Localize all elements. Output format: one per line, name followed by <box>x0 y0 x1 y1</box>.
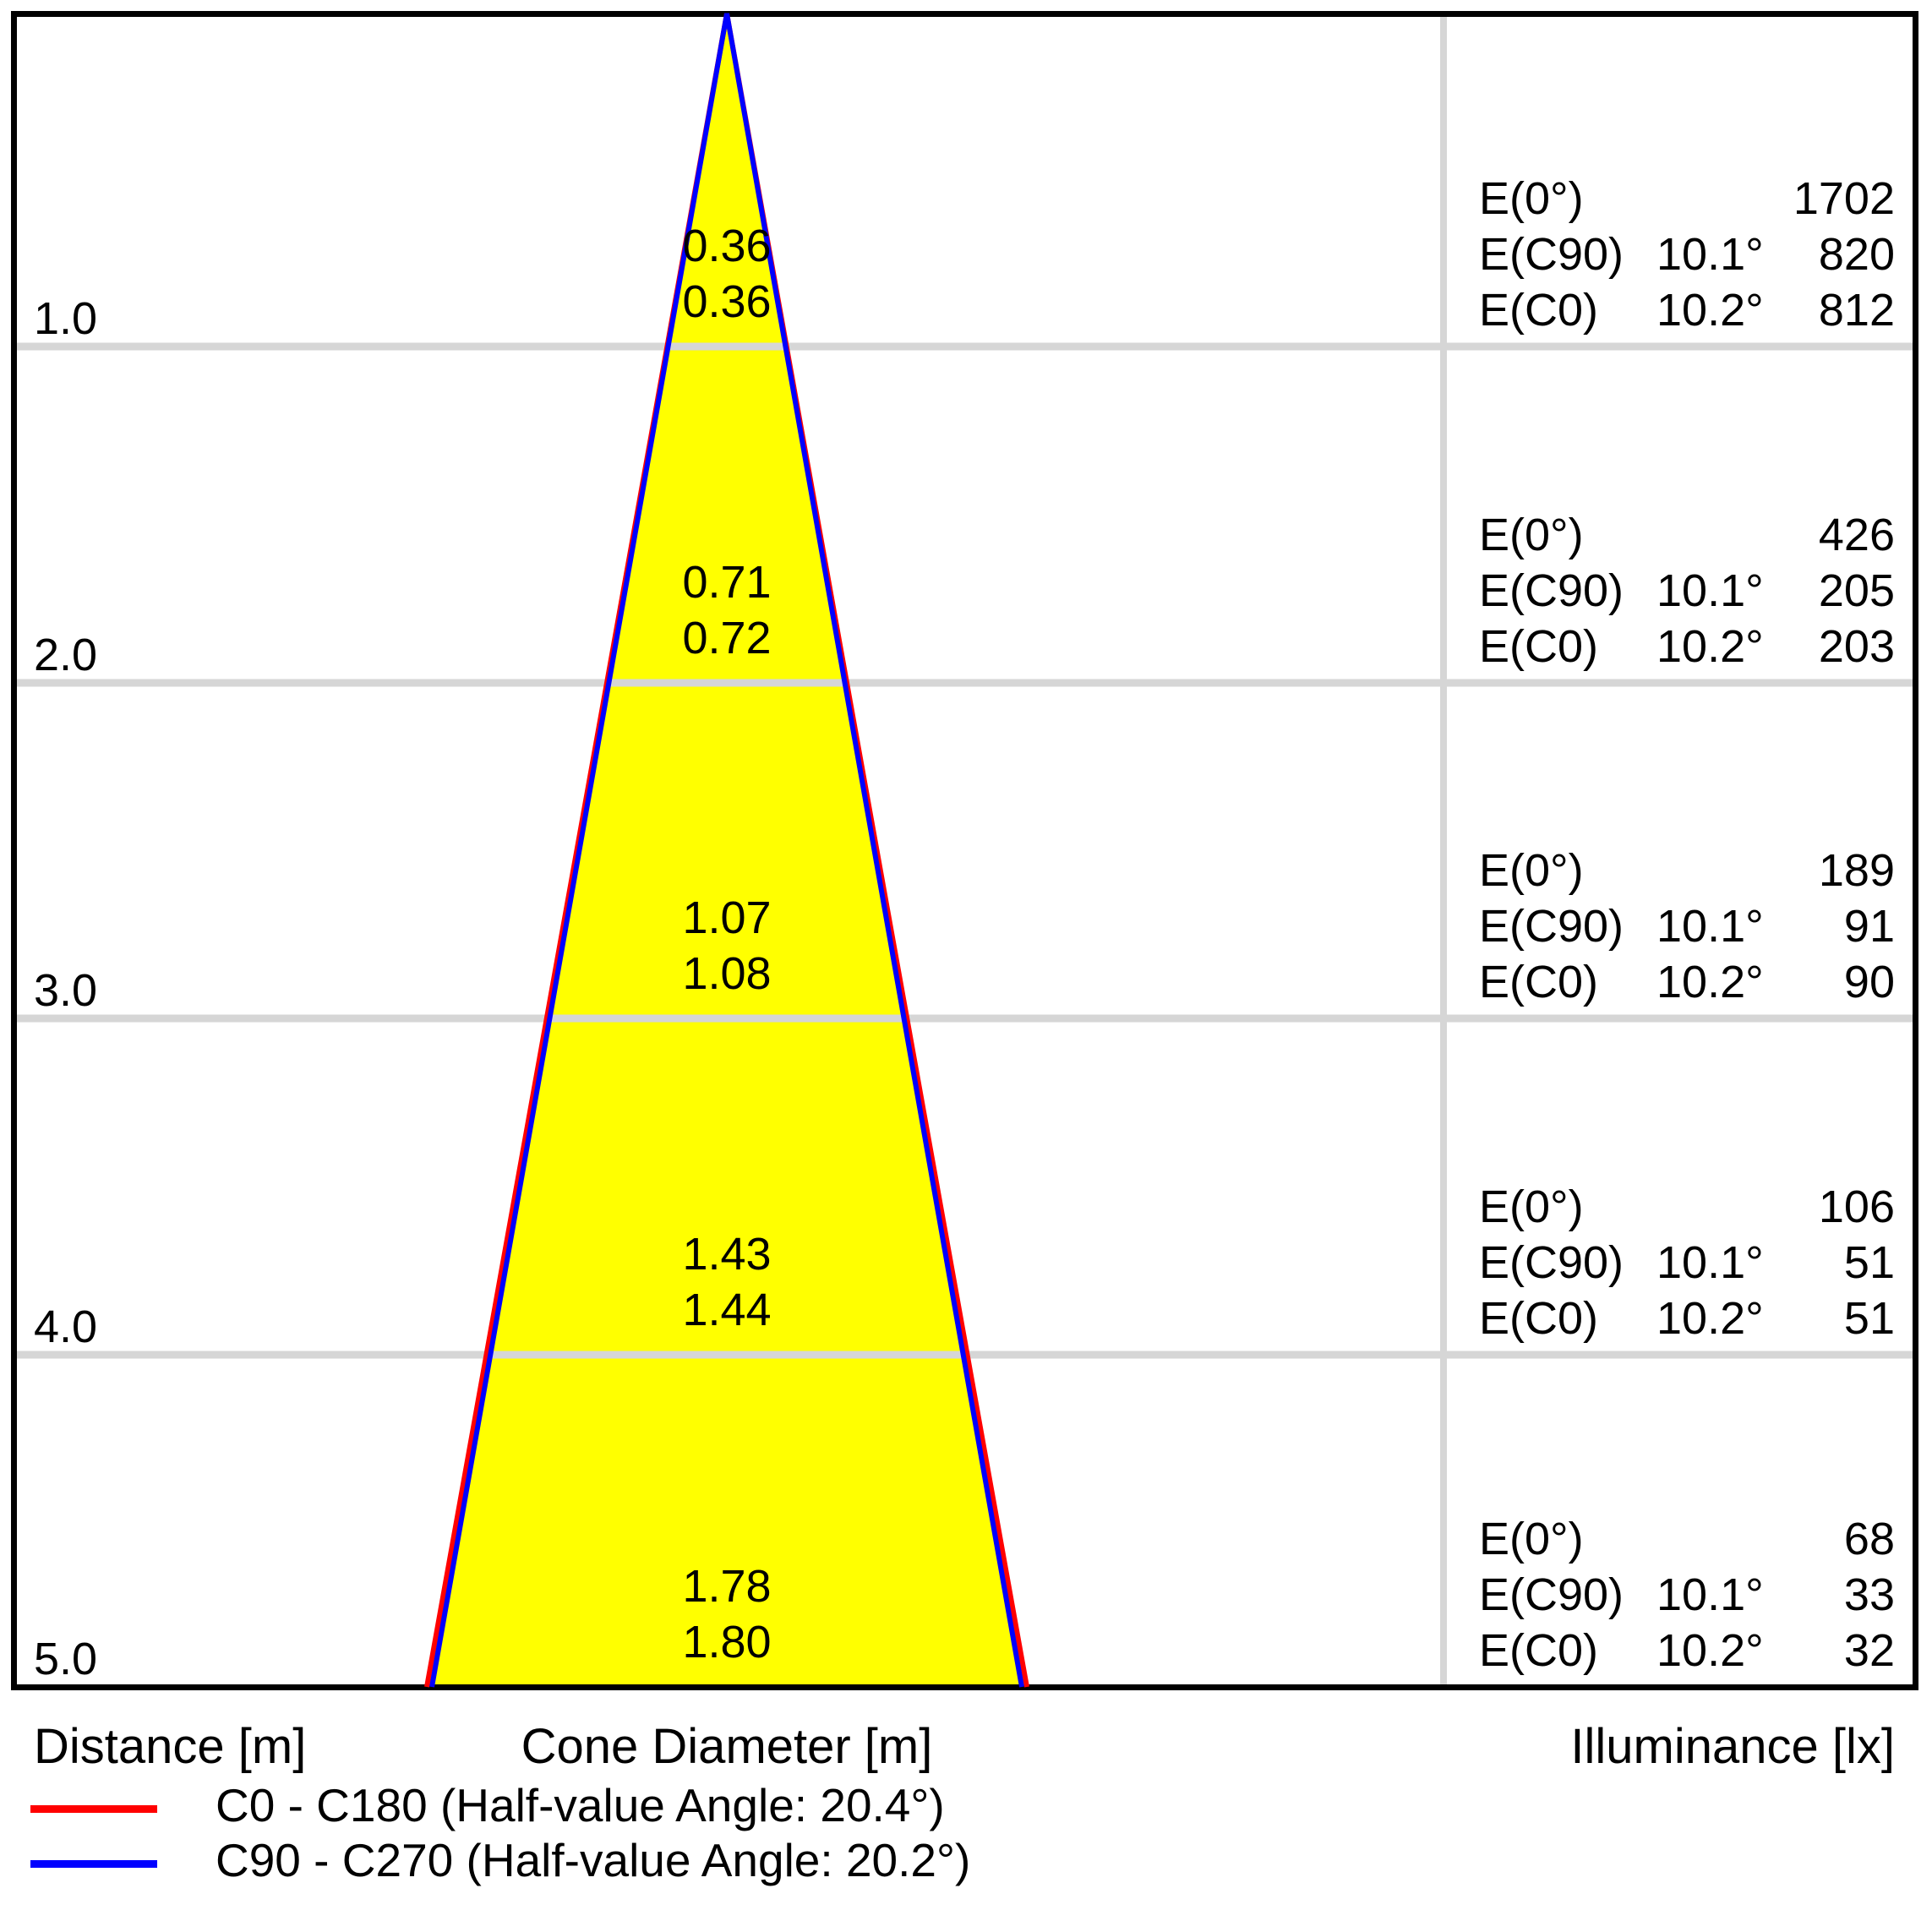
illuminance-line: E(0°) 426 <box>1479 507 1895 563</box>
illuminance-label: E(0°) <box>1479 1182 1584 1232</box>
cone-diameter-c0-value: 1.80 <box>682 1617 772 1667</box>
legend-line-c0-c180 <box>30 1805 157 1813</box>
illuminance-value: 1702 <box>1793 173 1895 224</box>
illuminance-angle: 10.2° <box>1656 285 1764 336</box>
illuminance-line: E(0°) 68 <box>1479 1511 1895 1567</box>
illuminance-value: 90 <box>1843 957 1895 1007</box>
illuminance-block: E(0°) 106 E(C90) 10.1° 51 E(C0) 10.2° 51 <box>1479 1179 1895 1346</box>
illuminance-label: E(0°) <box>1479 510 1584 560</box>
illuminance-label: E(0°) <box>1479 173 1584 224</box>
illuminance-line: E(C0) 10.2° 90 <box>1479 954 1895 1010</box>
cone-fill <box>427 14 1027 1687</box>
illuminance-value: 205 <box>1818 565 1895 616</box>
illuminance-value: 189 <box>1818 845 1895 896</box>
distance-axis-label: Distance [m] <box>34 1719 307 1774</box>
illuminance-value: 51 <box>1843 1237 1895 1288</box>
illuminance-label: E(C90) <box>1479 1569 1624 1620</box>
illuminance-angle: 10.1° <box>1656 1237 1764 1288</box>
cone-diameter-c90-value: 1.43 <box>682 1229 772 1280</box>
cone-diameter-c90-value: 1.78 <box>682 1561 772 1612</box>
illuminance-value: 426 <box>1818 510 1895 560</box>
illuminance-block: E(0°) 426 E(C90) 10.1° 205 E(C0) 10.2° 2… <box>1479 507 1895 674</box>
illuminance-angle: 10.1° <box>1656 901 1764 952</box>
cone-diameter-c0-value: 1.08 <box>682 948 772 999</box>
illuminance-label: E(C90) <box>1479 901 1624 952</box>
diagram-frame <box>11 11 1918 1690</box>
illuminance-angle: 10.2° <box>1656 1293 1764 1344</box>
illuminance-angle: 10.1° <box>1656 565 1764 616</box>
illuminance-line: E(0°) 1702 <box>1479 171 1895 226</box>
illuminance-label: E(C0) <box>1479 1293 1599 1344</box>
distance-label: 5.0 <box>34 1634 98 1684</box>
illuminance-angle: 10.2° <box>1656 1625 1764 1676</box>
illuminance-block: E(0°) 68 E(C90) 10.1° 33 E(C0) 10.2° 32 <box>1479 1511 1895 1678</box>
illuminance-label: E(C0) <box>1479 957 1599 1007</box>
illuminance-label: E(C90) <box>1479 565 1624 616</box>
illuminance-value: 51 <box>1843 1293 1895 1344</box>
illuminance-line: E(C0) 10.2° 51 <box>1479 1291 1895 1346</box>
cone-diameter-c0-value: 0.72 <box>682 613 772 663</box>
illuminance-line: E(C0) 10.2° 203 <box>1479 619 1895 674</box>
cone-diameter-axis-label: Cone Diameter [m] <box>521 1719 933 1774</box>
illuminance-angle <box>1656 1511 1766 1567</box>
illuminance-label: E(0°) <box>1479 845 1584 896</box>
cone-diameter-values: 1.07 1.08 <box>541 890 913 1001</box>
illuminance-value: 106 <box>1818 1182 1895 1232</box>
illuminance-value: 32 <box>1843 1625 1895 1676</box>
distance-label: 3.0 <box>34 965 98 1016</box>
illuminance-angle <box>1656 171 1766 226</box>
illuminance-value: 812 <box>1818 285 1895 336</box>
illuminance-angle <box>1656 507 1766 563</box>
illuminance-block: E(0°) 189 E(C90) 10.1° 91 E(C0) 10.2° 90 <box>1479 843 1895 1010</box>
cone-edge-c90-c270 <box>429 13 1024 1688</box>
cone-diameter-values: 1.78 1.80 <box>541 1558 913 1670</box>
illuminance-line: E(C90) 10.1° 33 <box>1479 1567 1895 1623</box>
distance-label: 4.0 <box>34 1302 98 1352</box>
illuminance-label: E(C0) <box>1479 621 1599 672</box>
distance-label: 2.0 <box>34 630 98 680</box>
illuminance-line: E(0°) 189 <box>1479 843 1895 898</box>
illuminance-value: 91 <box>1843 901 1895 952</box>
distance-label: 1.0 <box>34 293 98 344</box>
cone-diameter-c0-value: 1.44 <box>682 1285 772 1335</box>
illuminance-label: E(C90) <box>1479 229 1624 280</box>
illuminance-line: E(C90) 10.1° 91 <box>1479 898 1895 954</box>
illuminance-value: 203 <box>1818 621 1895 672</box>
illuminance-line: E(0°) 106 <box>1479 1179 1895 1235</box>
illuminance-line: E(C0) 10.2° 32 <box>1479 1623 1895 1678</box>
cone-diameter-c90-value: 1.07 <box>682 892 772 943</box>
illuminance-label: E(C90) <box>1479 1237 1624 1288</box>
illuminance-value: 33 <box>1843 1569 1895 1620</box>
illuminance-line: E(C90) 10.1° 205 <box>1479 563 1895 619</box>
cone-diameter-c90-value: 0.71 <box>682 557 772 608</box>
legend-line-c90-c270 <box>30 1860 157 1868</box>
illuminance-block: E(0°) 1702 E(C90) 10.1° 820 E(C0) 10.2° … <box>1479 171 1895 338</box>
illuminance-value: 820 <box>1818 229 1895 280</box>
illuminance-angle <box>1656 843 1766 898</box>
illuminance-angle: 10.2° <box>1656 621 1764 672</box>
cone-diameter-values: 0.71 0.72 <box>541 554 913 666</box>
illuminance-angle <box>1656 1179 1766 1235</box>
cone-diameter-values: 0.36 0.36 <box>541 218 913 330</box>
illuminance-label: E(C0) <box>1479 285 1599 336</box>
legend-label-c0-c180: C0 - C180 (Half-value Angle: 20.4°) <box>216 1779 945 1831</box>
illuminance-angle: 10.1° <box>1656 1569 1764 1620</box>
illuminance-angle: 10.2° <box>1656 957 1764 1007</box>
illuminance-label: E(C0) <box>1479 1625 1599 1676</box>
cone-diameter-values: 1.43 1.44 <box>541 1226 913 1338</box>
cone-diameter-c90-value: 0.36 <box>682 221 772 271</box>
illuminance-axis-label: Illuminance [lx] <box>1570 1719 1895 1774</box>
legend-label-c90-c270: C90 - C270 (Half-value Angle: 20.2°) <box>216 1834 971 1886</box>
cone-diameter-c0-value: 0.36 <box>682 276 772 327</box>
illuminance-label: E(0°) <box>1479 1514 1584 1564</box>
illuminance-angle: 10.1° <box>1656 229 1764 280</box>
illuminance-line: E(C90) 10.1° 820 <box>1479 226 1895 282</box>
illuminance-line: E(C0) 10.2° 812 <box>1479 282 1895 338</box>
illuminance-value: 68 <box>1843 1514 1895 1564</box>
illuminance-line: E(C90) 10.1° 51 <box>1479 1235 1895 1291</box>
